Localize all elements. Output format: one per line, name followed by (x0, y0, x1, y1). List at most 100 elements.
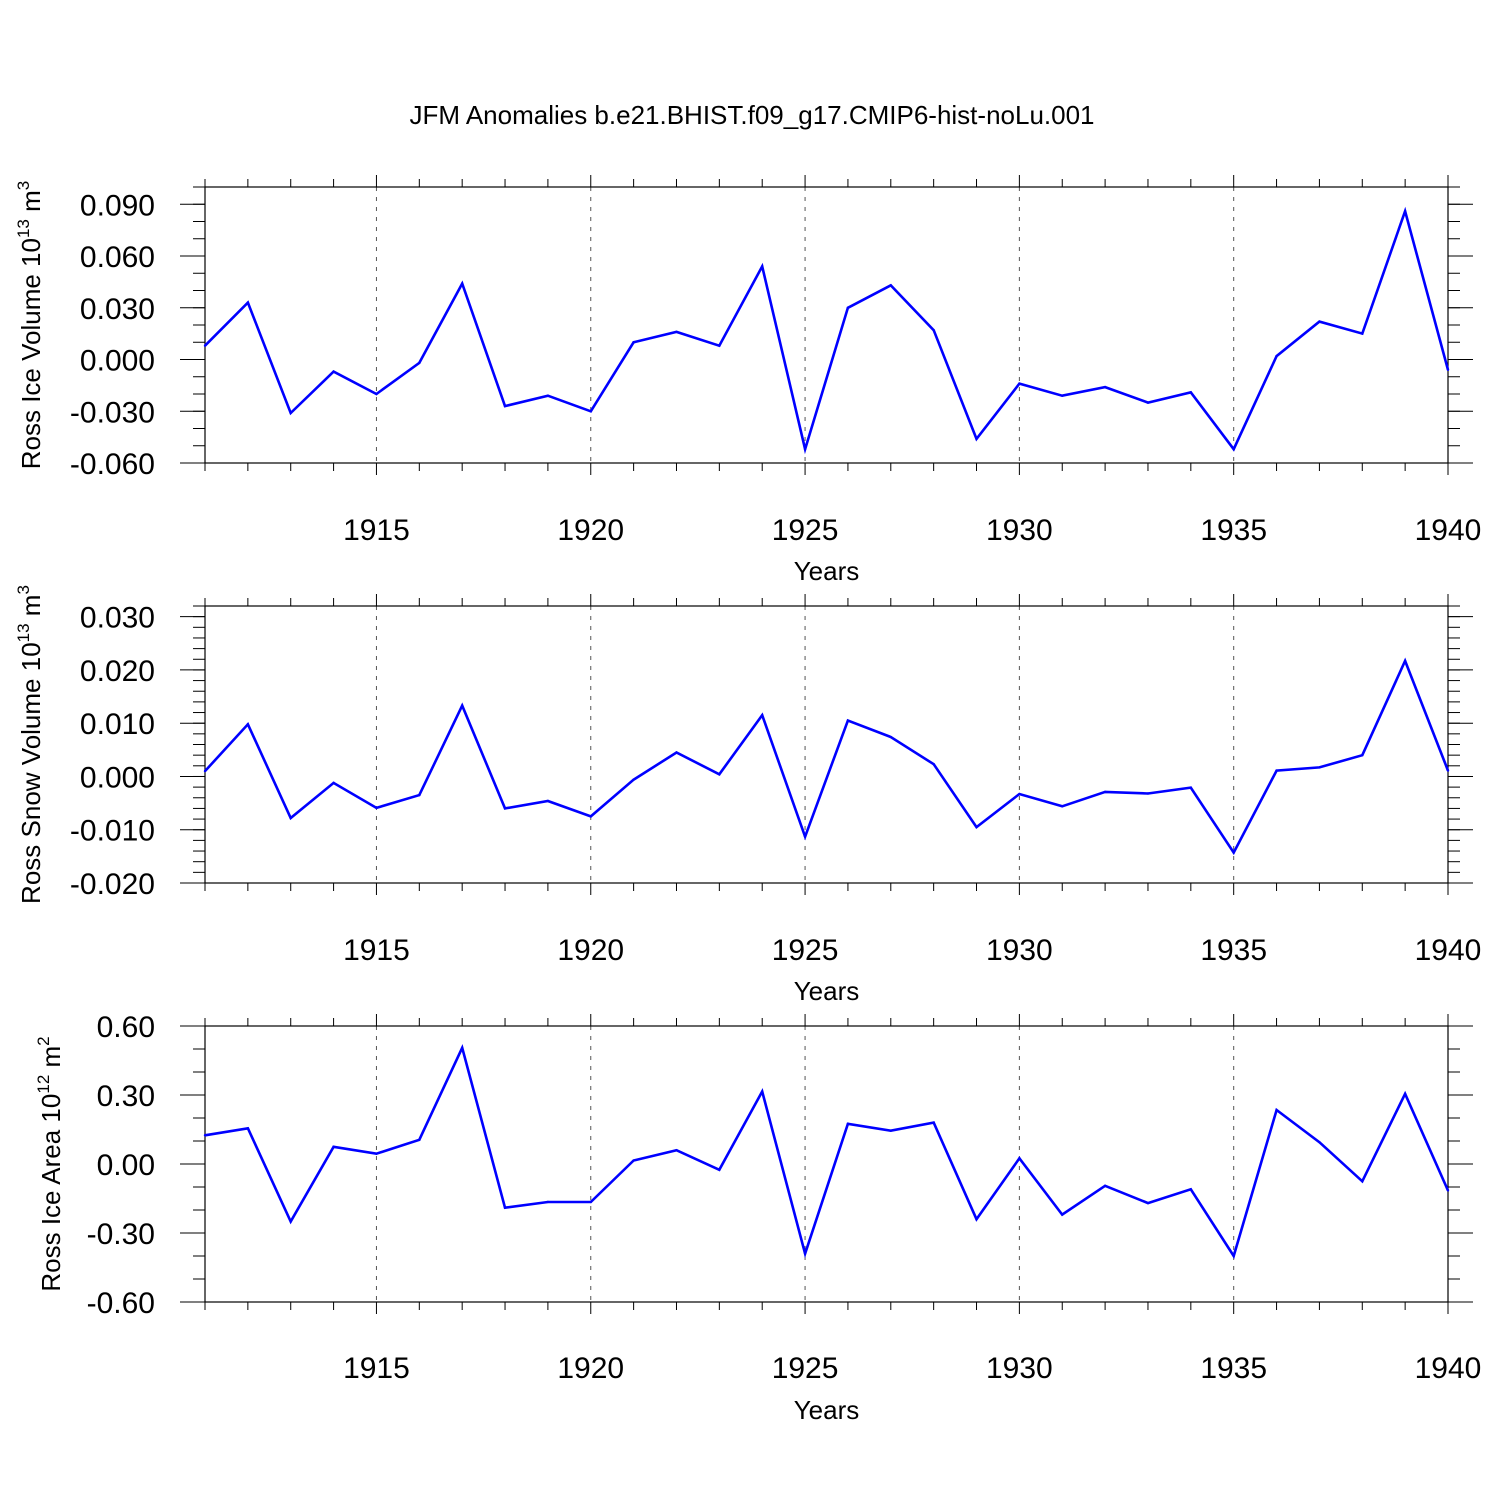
x-tick-label: 1920 (557, 1352, 624, 1385)
x-tick-label: 1920 (557, 934, 624, 967)
data-point (546, 394, 550, 397)
y-axis-title-ylabel-unit-exp: 2 (34, 1036, 53, 1045)
data-point (1232, 448, 1235, 451)
y-tick-label: -0.010 (70, 815, 155, 848)
data-point (889, 735, 892, 739)
y-axis-title-ylabel-exp: 13 (14, 623, 33, 642)
data-point (1189, 1188, 1193, 1191)
y-tick-label: 0.030 (80, 602, 155, 635)
data-point (375, 806, 378, 810)
series-line (204, 1044, 1450, 1260)
y-tick-label: 0.020 (80, 655, 155, 688)
data-point (1018, 1157, 1021, 1160)
y-axis-title: Ross Ice Area 1012 m2 (34, 1036, 66, 1291)
y-tick-label: 0.090 (80, 189, 155, 222)
x-tick-label: 1915 (343, 1352, 410, 1385)
data-point (675, 751, 678, 754)
x-tick-label: 1915 (343, 934, 410, 967)
x-tick-label: 1925 (772, 1352, 839, 1385)
data-point (975, 437, 978, 441)
x-tick-label: 1930 (986, 934, 1053, 967)
y-tick-label: 0.030 (80, 293, 155, 326)
y-tick-label: 0.60 (97, 1011, 155, 1044)
data-point (246, 1127, 250, 1130)
x-tick-label: 1915 (343, 514, 410, 547)
data-point (932, 763, 935, 766)
panels: -0.060 -0.030 0.000 0.030 0.060 0.090 1915 1920… (14, 175, 1481, 1425)
x-tick-label: 1925 (772, 934, 839, 967)
x-axis-title: Years (794, 1395, 860, 1425)
data-point (289, 411, 292, 415)
y-tick-label: 0.30 (97, 1080, 155, 1113)
data-point (675, 330, 678, 334)
data-point (718, 1168, 721, 1171)
data-point (803, 1252, 807, 1255)
data-point (1361, 1180, 1364, 1183)
data-point (1275, 769, 1278, 772)
data-point (1189, 391, 1193, 394)
data-point (589, 410, 592, 413)
data-point (1403, 659, 1407, 663)
data-point (889, 1129, 892, 1132)
data-point (1146, 1201, 1150, 1205)
data-point (460, 1046, 464, 1050)
data-point (1018, 382, 1021, 385)
data-point (375, 1152, 378, 1155)
data-point (1232, 851, 1235, 854)
y-axis-title-ylabel-unit-exp: 3 (14, 181, 33, 190)
data-point (589, 815, 592, 818)
x-tick-label: 1940 (1415, 1352, 1482, 1385)
x-axis-title: Years (794, 556, 860, 586)
data-point (203, 769, 207, 773)
data-point (932, 1121, 935, 1124)
y-tick-label: -0.020 (70, 868, 155, 901)
data-point (332, 370, 335, 373)
data-point (1103, 790, 1107, 794)
y-axis-title-ylabel-unit-exp: 3 (14, 585, 33, 594)
data-point (1189, 786, 1193, 789)
data-point (632, 341, 635, 344)
data-point (1018, 792, 1021, 796)
y-axis-title-ylabel-unit: m (36, 1046, 66, 1075)
y-tick-label: -0.30 (87, 1218, 155, 1251)
y-axis-title-ylabel-unit: m (16, 190, 46, 219)
data-point (761, 1090, 764, 1093)
y-tick-label: 0.000 (80, 761, 155, 794)
data-point (246, 301, 250, 304)
data-point (460, 704, 464, 707)
data-point (1232, 1254, 1235, 1258)
data-point (1146, 792, 1150, 795)
data-point (1275, 354, 1278, 358)
data-point (1103, 385, 1107, 389)
data-point (975, 825, 978, 829)
data-point (803, 835, 807, 838)
data-point (1103, 1184, 1107, 1188)
y-axis-title: Ross Ice Volume 1013 m3 (14, 181, 46, 470)
data-point (418, 361, 421, 365)
panel-3: -0.60 -0.30 0.00 0.30 0.60 1915 1920 1925 1930 19… (34, 1011, 1481, 1425)
y-axis-title-ylabel-text: Ross Snow Volume 10 (16, 642, 46, 904)
x-tick-label: 1920 (557, 514, 624, 547)
data-point (1061, 1213, 1064, 1216)
data-point (632, 778, 635, 781)
x-tick-label: 1940 (1415, 934, 1482, 967)
data-point (718, 344, 721, 347)
series-line (204, 657, 1450, 856)
panel-1: -0.060 -0.030 0.000 0.030 0.060 0.090 1915 1920… (14, 175, 1481, 586)
data-point (1275, 1108, 1278, 1112)
data-point (889, 284, 892, 287)
panel-2: -0.020 -0.010 0.000 0.010 0.020 0.030 1915 1920… (14, 585, 1481, 1006)
x-tick-label: 1930 (986, 514, 1053, 547)
y-tick-label: 0.060 (80, 241, 155, 274)
data-point (1446, 769, 1450, 772)
data-point (1061, 805, 1064, 808)
x-tick-label: 1925 (772, 514, 839, 547)
y-tick-label: 0.000 (80, 345, 155, 378)
y-tick-label: -0.060 (70, 448, 155, 481)
x-tick-label: 1930 (986, 1352, 1053, 1385)
data-point (332, 781, 335, 785)
y-axis-title-ylabel-unit: m (16, 595, 46, 624)
data-point (1361, 332, 1364, 335)
data-point (246, 723, 250, 726)
